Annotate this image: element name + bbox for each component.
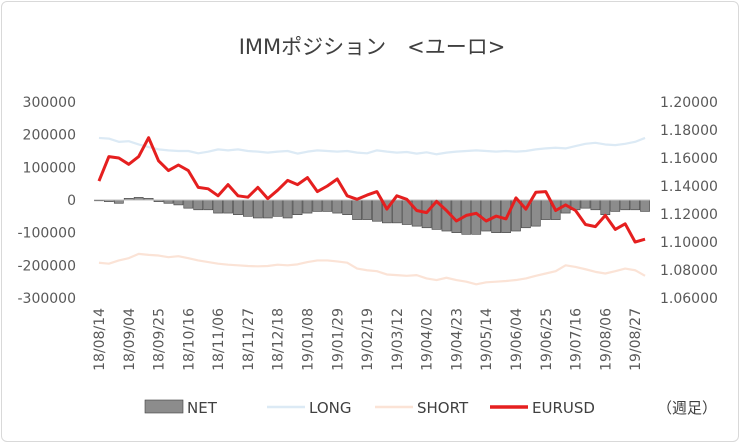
x-axis-tick-label: 18/11/27: [241, 308, 257, 371]
right-axis-ticks: 1.20000 1.18000 1.16000 1.14000 1.12000 1.100…: [660, 95, 718, 307]
net-bar: [620, 199, 631, 211]
net-bar: [362, 199, 372, 220]
right-axis-tick-label: 1.12000: [660, 207, 718, 223]
x-axis-tick-label: 18/09/25: [152, 308, 168, 371]
x-axis-tick-label: 18/11/06: [211, 308, 227, 371]
right-axis-tick-label: 1.14000: [660, 179, 718, 195]
right-axis-tick-label: 1.10000: [660, 235, 718, 251]
x-axis-ticks: 18/08/14 18/09/04 18/09/25 18/10/16 18/11/06…: [92, 308, 644, 371]
x-axis-tick-label: 19/06/04: [509, 308, 525, 371]
net-bar: [342, 199, 353, 215]
left-axis-tick-label: 300000: [23, 95, 76, 111]
x-axis-tick-label: 19/08/06: [598, 308, 614, 371]
net-bar: [173, 199, 184, 206]
net-bar: [233, 199, 243, 215]
net-bar: [481, 199, 492, 232]
x-axis-tick-label: 18/09/04: [122, 308, 138, 371]
legend-label-short: SHORT: [417, 399, 469, 417]
right-axis-tick-label: 1.08000: [660, 263, 718, 279]
net-bar: [580, 199, 591, 209]
legend-label-long: LONG: [309, 399, 351, 417]
left-axis-tick-label: -300000: [18, 291, 77, 307]
net-bar: [391, 199, 402, 224]
net-bar: [243, 199, 253, 217]
left-axis-tick-label: 200000: [23, 128, 76, 144]
left-axis-ticks: 300000 200000 100000 0 -100000 -200000 -300000: [18, 95, 77, 307]
right-axis-tick-label: 1.16000: [660, 151, 718, 167]
net-bar: [352, 199, 362, 220]
right-axis-tick-label: 1.06000: [660, 291, 718, 307]
net-bar: [600, 199, 611, 215]
net-bar: [411, 199, 422, 227]
chart-title: IMMポジション <ユーロ>: [239, 35, 506, 59]
x-axis-tick-label: 19/03/12: [390, 308, 406, 371]
net-bar: [183, 199, 194, 209]
left-axis-tick-label: -100000: [18, 226, 77, 242]
x-axis-tick-label: 19/05/14: [479, 308, 495, 371]
net-bar: [322, 199, 333, 212]
net-bar: [292, 199, 303, 215]
net-bar: [590, 199, 601, 211]
net-bar: [630, 199, 640, 211]
left-axis-tick-label: 0: [67, 193, 76, 209]
x-axis-tick-label: 19/08/27: [628, 308, 644, 371]
x-axis-tick-label: 19/01/08: [300, 308, 316, 371]
chart-legend: NET LONG SHORT EURUSD （週足）: [144, 399, 717, 417]
x-axis-tick-label: 18/08/14: [92, 308, 108, 371]
net-bar: [312, 199, 323, 212]
long-line: [98, 136, 646, 156]
short-line: [98, 252, 646, 286]
net-bar: [530, 199, 541, 227]
net-bar: [252, 199, 263, 219]
x-axis-tick-label: 18/10/16: [181, 308, 197, 371]
x-axis-tick-label: 19/04/23: [449, 308, 465, 371]
net-bar: [272, 199, 283, 217]
net-bar: [203, 199, 214, 211]
legend-note: （週足）: [657, 399, 717, 417]
x-axis-tick-label: 19/04/02: [420, 308, 436, 371]
net-bars: [94, 197, 650, 235]
net-bar: [332, 199, 343, 214]
x-axis-tick-label: 19/01/29: [330, 308, 346, 371]
net-bar: [223, 199, 233, 214]
x-axis-tick-label: 19/07/16: [569, 308, 585, 371]
net-bar: [610, 199, 621, 212]
net-bar: [282, 199, 293, 219]
net-bar: [540, 199, 551, 220]
net-bar: [640, 199, 650, 212]
series-lines: [97, 136, 646, 286]
legend-label-net: NET: [187, 399, 218, 417]
x-axis-tick-label: 18/12/18: [271, 308, 287, 371]
net-bar: [262, 199, 273, 219]
left-axis-tick-label: 100000: [23, 160, 76, 176]
legend-label-eurusd: EURUSD: [532, 399, 595, 417]
net-bar: [193, 199, 204, 211]
net-bar: [302, 199, 313, 214]
net-bar: [213, 199, 223, 214]
x-axis-tick-label: 19/06/25: [539, 308, 555, 371]
right-axis-tick-label: 1.18000: [660, 123, 718, 139]
legend-swatch-net: [144, 399, 184, 414]
right-axis-tick-label: 1.20000: [660, 95, 718, 111]
net-bar: [372, 199, 382, 222]
x-axis-tick-label: 19/02/19: [360, 308, 376, 371]
eurusd-line: [97, 136, 646, 244]
left-axis-tick-label: -200000: [18, 258, 77, 274]
